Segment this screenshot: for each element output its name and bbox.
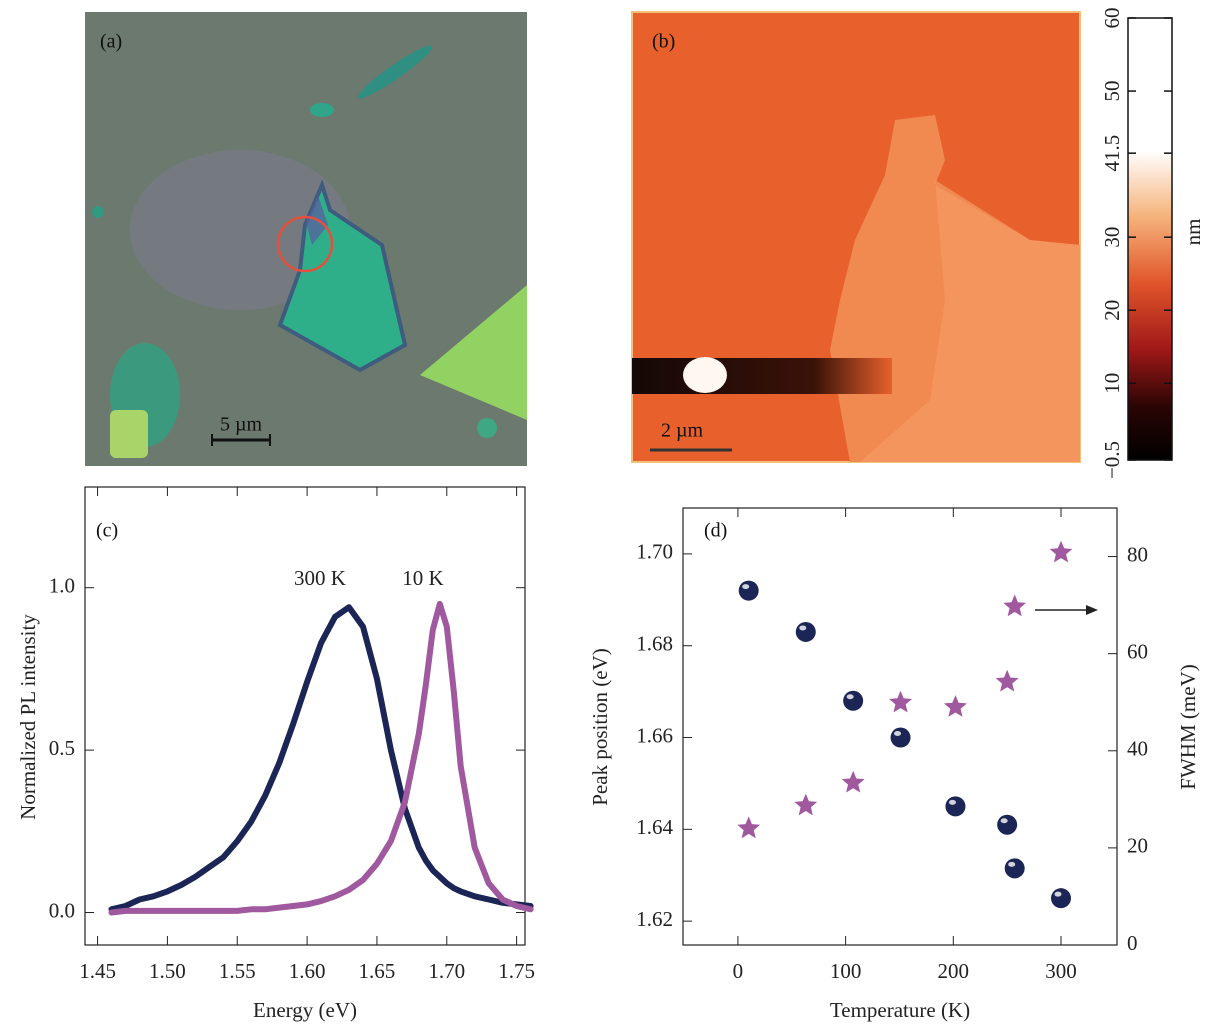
colorbar-tick-label: −0.5 <box>1100 441 1124 479</box>
x-tick-label: 1.55 <box>219 959 256 983</box>
highlight <box>847 694 854 699</box>
x-axis-label: Temperature (K) <box>830 998 970 1022</box>
y2-tick-label: 80 <box>1127 542 1148 566</box>
highlight <box>742 584 749 589</box>
y-tick-label: 0.5 <box>49 736 75 760</box>
colorbar <box>1128 18 1172 460</box>
panel-label: (a) <box>100 31 122 53</box>
highlight <box>1055 892 1062 897</box>
y2-tick-label: 0 <box>1127 931 1138 955</box>
y2-tick-label: 60 <box>1127 639 1148 663</box>
x-tick-label: 1.50 <box>149 959 186 983</box>
colorbar-tick-label: 20 <box>1100 300 1124 321</box>
colorbar-tick-label: 41.5 <box>1100 135 1124 172</box>
panel-label: (d) <box>704 520 727 542</box>
annotation: 300 K <box>294 566 346 590</box>
x-tick-label: 0 <box>733 959 744 983</box>
arrow <box>1035 605 1098 615</box>
plot-frame <box>683 508 1117 945</box>
scale-bar-label: 2 µm <box>661 420 704 442</box>
optical-image <box>85 12 527 466</box>
circle-point <box>1051 888 1071 908</box>
circle-point <box>796 622 816 642</box>
y-tick-label: 1.64 <box>636 815 673 839</box>
circle-point <box>891 728 911 748</box>
y-axis-label: Peak position (eV) <box>588 648 612 805</box>
highlight <box>799 625 806 630</box>
line-series <box>112 607 531 909</box>
x-tick-label: 200 <box>938 959 970 983</box>
colorbar-tick-label: 50 <box>1100 81 1124 102</box>
y2-tick-label: 40 <box>1127 737 1148 761</box>
colorbar-tick-label: 30 <box>1100 227 1124 248</box>
annotation: 10 K <box>402 566 443 590</box>
star-point <box>996 670 1019 692</box>
y-axis-label: Normalized PL intensity <box>16 614 40 820</box>
page: {"chart_data": [ {"type": "image", "labe… <box>0 0 1205 1025</box>
y-tick-label: 1.62 <box>636 907 673 931</box>
panel-label: (b) <box>652 31 675 53</box>
star-point <box>889 691 912 713</box>
x-tick-label: 1.45 <box>79 959 116 983</box>
colorbar-tick-label: 10 <box>1100 373 1124 394</box>
circle-point <box>945 796 965 816</box>
star-point <box>794 794 817 816</box>
x-tick-label: 100 <box>830 959 862 983</box>
colorbar-label: nm <box>1181 219 1205 246</box>
y2-tick-label: 20 <box>1127 834 1148 858</box>
x-tick-label: 300 <box>1045 959 1077 983</box>
scale-bar-label: 5 µm <box>220 414 263 436</box>
x-tick-label: 1.75 <box>498 959 535 983</box>
x-axis-label: Energy (eV) <box>253 998 357 1022</box>
afm-image <box>632 12 1172 462</box>
figure: (a) 5 µm (b) 2 µm nm (c) 300 K 10 K Ener… <box>0 0 1205 1025</box>
y-tick-label: 1.0 <box>49 574 75 598</box>
x-tick-label: 1.70 <box>428 959 465 983</box>
star-point <box>944 695 967 717</box>
y-tick-label: 0.0 <box>49 898 75 922</box>
colorbar-tick-label: 60 <box>1100 8 1124 29</box>
highlight <box>949 800 956 805</box>
y-tick-label: 1.70 <box>636 540 673 564</box>
x-tick-label: 1.65 <box>359 959 396 983</box>
highlight <box>1001 818 1008 823</box>
star-point <box>737 817 760 839</box>
highlight <box>1008 862 1015 867</box>
y-tick-label: 1.66 <box>636 723 673 747</box>
highlight <box>894 731 901 736</box>
star-point <box>1003 595 1026 617</box>
circle-point <box>1005 858 1025 878</box>
star-point <box>842 771 865 793</box>
circle-point <box>997 815 1017 835</box>
y-tick-label: 1.68 <box>636 632 673 656</box>
y2-axis-label: FWHM (meV) <box>1176 664 1200 789</box>
circle-point <box>843 691 863 711</box>
panel-label: (c) <box>96 520 118 542</box>
star-point <box>1050 541 1073 563</box>
x-tick-label: 1.60 <box>289 959 326 983</box>
circle-point <box>739 581 759 601</box>
